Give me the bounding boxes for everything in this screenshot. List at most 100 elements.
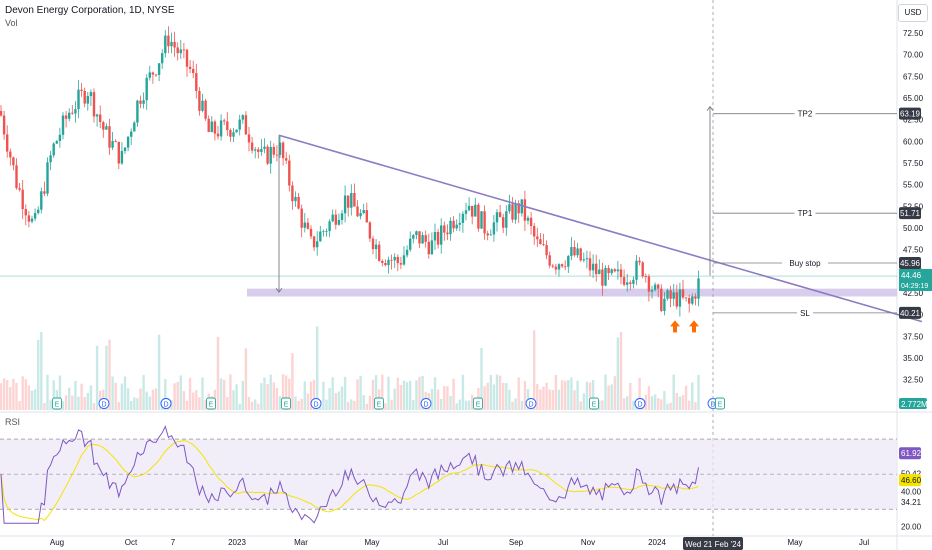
candle-body — [223, 120, 226, 122]
earnings-marker-letter: E — [718, 402, 723, 409]
volume-bar — [564, 380, 567, 410]
level-label-bg — [794, 107, 816, 119]
currency-button[interactable]: USD — [898, 4, 928, 22]
candle-body — [328, 221, 331, 232]
volume-bar — [148, 396, 151, 410]
candle-body — [365, 210, 368, 223]
price-tick-label: 35.00 — [903, 354, 924, 363]
volume-bar — [241, 380, 244, 410]
candle-body — [139, 100, 142, 104]
candle-body — [6, 134, 9, 152]
candle-body — [207, 118, 210, 132]
volume-bar — [297, 400, 300, 410]
candle-body — [564, 266, 567, 268]
volume-bar — [675, 392, 678, 410]
rsi-tick: 40.00 — [901, 488, 922, 497]
candle-body — [71, 112, 74, 114]
volume-bar — [130, 400, 133, 410]
volume-bar — [9, 387, 12, 410]
volume-bar — [557, 389, 561, 410]
earnings-marker — [281, 397, 291, 410]
volume-bar — [278, 396, 282, 410]
candle-body — [529, 217, 533, 227]
rsi-tick: 34.21 — [901, 498, 922, 507]
volume-bar — [244, 348, 248, 410]
volume-bar — [2, 378, 6, 410]
candle-body — [241, 115, 244, 120]
candle-body — [486, 233, 489, 236]
candle-body — [9, 151, 12, 158]
volume-bar — [374, 375, 378, 410]
candle-body — [436, 231, 440, 245]
candle-body — [164, 35, 167, 54]
symbol-title[interactable]: Devon Energy Corporation, 1D, NYSE — [5, 5, 175, 16]
candle-body — [2, 115, 6, 135]
volume-bar — [254, 399, 257, 410]
volume-bar — [260, 383, 263, 410]
candle-body — [182, 49, 186, 51]
candle-body — [278, 142, 282, 155]
volume-bar — [492, 384, 496, 410]
volume-value-text: 2.772M — [901, 400, 928, 409]
candle-body — [201, 100, 204, 111]
volume-bar — [247, 396, 251, 410]
earnings-marker-letter: E — [209, 402, 214, 409]
volume-bar — [452, 378, 455, 410]
candle-body — [275, 154, 279, 156]
candle-body — [598, 269, 601, 275]
volume-bar — [678, 396, 682, 410]
candle-body — [300, 208, 303, 228]
candle-body — [173, 41, 176, 48]
candle-body — [343, 195, 347, 214]
candle-body — [405, 249, 409, 256]
candle-body — [570, 247, 573, 256]
volume-bar — [381, 374, 384, 410]
volume-bar — [579, 401, 582, 410]
volume-indicator-label[interactable]: Vol — [5, 18, 18, 28]
candle-body — [312, 236, 316, 248]
candle-body — [424, 235, 427, 242]
candle-body — [213, 121, 217, 134]
candle-body — [154, 74, 158, 76]
candle-body — [688, 298, 691, 304]
candle-body — [663, 298, 666, 311]
volume-bar — [684, 385, 688, 410]
volume-bar — [573, 390, 576, 410]
tp2-level-label: TP2 — [798, 110, 813, 119]
price-tick-label: 62.50 — [903, 116, 924, 125]
volume-bar — [362, 395, 365, 410]
candle-body — [368, 222, 372, 239]
candle-body — [157, 63, 161, 75]
volume-bar — [632, 400, 635, 410]
tp2-level-price-text: 63.19 — [900, 110, 921, 119]
price-tick-label: 52.50 — [903, 202, 924, 211]
time-tick-label: Jul — [438, 538, 448, 547]
candle-body — [27, 215, 31, 222]
rsi-indicator-label[interactable]: RSI — [5, 417, 21, 427]
candle-body — [309, 228, 313, 237]
candle-body — [185, 49, 189, 67]
measured-move-arrowhead — [275, 287, 283, 293]
time-tick-label: Aug — [50, 538, 64, 547]
volume-bar — [269, 374, 272, 410]
volume-bar — [622, 398, 626, 410]
volume-bar — [285, 375, 288, 410]
candle-body — [660, 288, 663, 311]
candle-body — [471, 205, 474, 217]
volume-bar — [229, 374, 232, 410]
volume-bar — [467, 400, 471, 410]
price-tick-label: 65.00 — [903, 94, 924, 103]
candle-body — [402, 255, 406, 265]
current-price-text: 44.46 — [901, 271, 922, 280]
volume-bar — [238, 403, 241, 410]
candle-body — [99, 114, 102, 123]
candle-body — [247, 134, 251, 143]
price-tick-label: 37.50 — [903, 332, 924, 341]
candle-body — [297, 196, 300, 209]
volume-bar — [232, 390, 235, 410]
volume-bar — [471, 394, 474, 410]
candle-body — [601, 269, 604, 286]
volume-bar — [669, 402, 672, 410]
volume-bar — [619, 331, 623, 410]
